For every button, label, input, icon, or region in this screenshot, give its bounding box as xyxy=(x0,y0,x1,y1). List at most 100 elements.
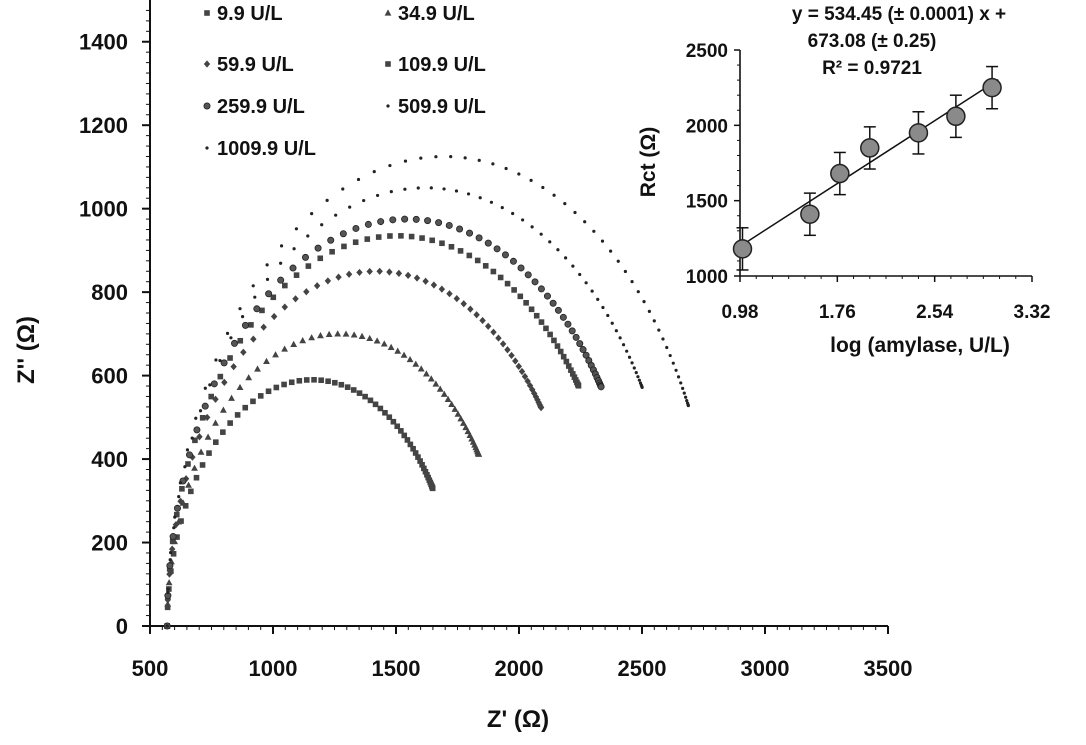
data-point xyxy=(227,355,233,361)
data-point xyxy=(671,361,675,365)
data-point xyxy=(474,257,481,264)
data-point xyxy=(372,170,376,174)
legend-item: 509.9 U/L xyxy=(386,96,486,118)
data-point xyxy=(512,357,519,365)
data-point xyxy=(609,249,613,253)
data-point xyxy=(668,353,672,358)
data-point xyxy=(518,367,526,376)
data-point xyxy=(375,193,380,198)
data-point xyxy=(552,193,556,197)
data-point xyxy=(564,320,572,328)
data-point xyxy=(466,229,474,237)
data-point xyxy=(453,294,460,303)
data-point xyxy=(571,264,575,268)
data-point xyxy=(578,272,582,277)
data-point xyxy=(524,271,532,279)
data-point xyxy=(579,346,587,354)
data-point xyxy=(164,604,171,611)
data-point xyxy=(484,322,492,330)
data-point xyxy=(185,451,193,459)
data-point xyxy=(212,419,219,426)
data-point xyxy=(429,186,433,190)
data-point xyxy=(310,212,314,216)
data-point xyxy=(529,178,533,182)
legend-label: 9.9 U/L xyxy=(217,3,283,25)
data-point xyxy=(616,259,620,263)
inset-x-tick-label: 3.32 xyxy=(1014,302,1051,323)
data-point xyxy=(541,185,545,190)
data-point xyxy=(288,379,295,386)
data-point xyxy=(179,499,187,506)
data-point xyxy=(270,294,277,301)
data-point xyxy=(400,351,408,358)
point-marker xyxy=(830,163,850,184)
legend-item: 34.9 U/L xyxy=(384,3,475,25)
data-point xyxy=(681,386,685,390)
data-point xyxy=(434,155,438,159)
y-tick-label: 800 xyxy=(91,280,128,305)
data-point xyxy=(265,290,273,298)
data-point xyxy=(398,428,404,434)
point-marker xyxy=(946,106,966,127)
data-point xyxy=(241,321,249,329)
data-point xyxy=(446,290,453,298)
data-point xyxy=(314,244,322,252)
y-tick-label: 400 xyxy=(91,447,128,472)
series-59-9-u-l xyxy=(164,267,545,630)
data-point xyxy=(478,196,482,200)
data-point xyxy=(401,215,409,223)
data-point xyxy=(325,378,331,385)
data-point xyxy=(466,252,473,259)
data-point xyxy=(166,587,170,591)
data-point xyxy=(356,268,363,277)
inset-x-tick-label: 0.98 xyxy=(722,302,759,323)
legend-marker xyxy=(204,10,210,16)
data-point xyxy=(539,232,543,236)
data-point xyxy=(457,415,465,422)
data-point xyxy=(623,269,627,274)
data-point xyxy=(281,303,288,311)
data-point xyxy=(528,306,535,313)
data-point xyxy=(227,420,233,426)
data-point xyxy=(674,368,678,372)
data-point xyxy=(260,323,267,331)
x-tick-label: 2000 xyxy=(495,656,544,681)
inset-data-point xyxy=(800,192,820,237)
series-1009-9-u-l xyxy=(165,155,690,628)
data-point xyxy=(412,215,420,223)
data-point xyxy=(188,488,194,495)
data-point xyxy=(630,280,634,284)
data-point xyxy=(548,240,552,244)
data-point xyxy=(572,333,580,341)
data-point xyxy=(327,236,335,244)
data-point xyxy=(367,397,374,404)
data-point xyxy=(206,450,212,456)
y-tick-label: 1000 xyxy=(79,197,128,222)
data-point xyxy=(495,334,502,342)
data-point xyxy=(237,337,244,344)
data-point xyxy=(236,383,244,391)
data-point xyxy=(273,384,280,391)
data-point xyxy=(403,187,407,191)
data-point xyxy=(212,439,219,445)
data-point xyxy=(435,219,443,227)
data-point xyxy=(584,281,588,285)
data-point xyxy=(377,405,384,412)
data-point xyxy=(289,264,297,272)
data-point xyxy=(335,273,342,281)
inset-data-point xyxy=(908,111,929,155)
data-point xyxy=(334,213,338,217)
data-point xyxy=(342,330,350,337)
data-point xyxy=(634,370,638,375)
data-point xyxy=(352,239,359,246)
data-point xyxy=(422,370,430,377)
data-point xyxy=(401,432,408,439)
data-point xyxy=(421,465,427,472)
data-point xyxy=(201,402,209,410)
data-point xyxy=(173,511,180,518)
fit-equation-line-2: 673.08 (± 0.25) xyxy=(808,31,937,52)
data-point xyxy=(440,390,448,397)
data-point xyxy=(198,409,203,413)
data-point xyxy=(193,474,200,481)
data-point xyxy=(657,328,661,332)
